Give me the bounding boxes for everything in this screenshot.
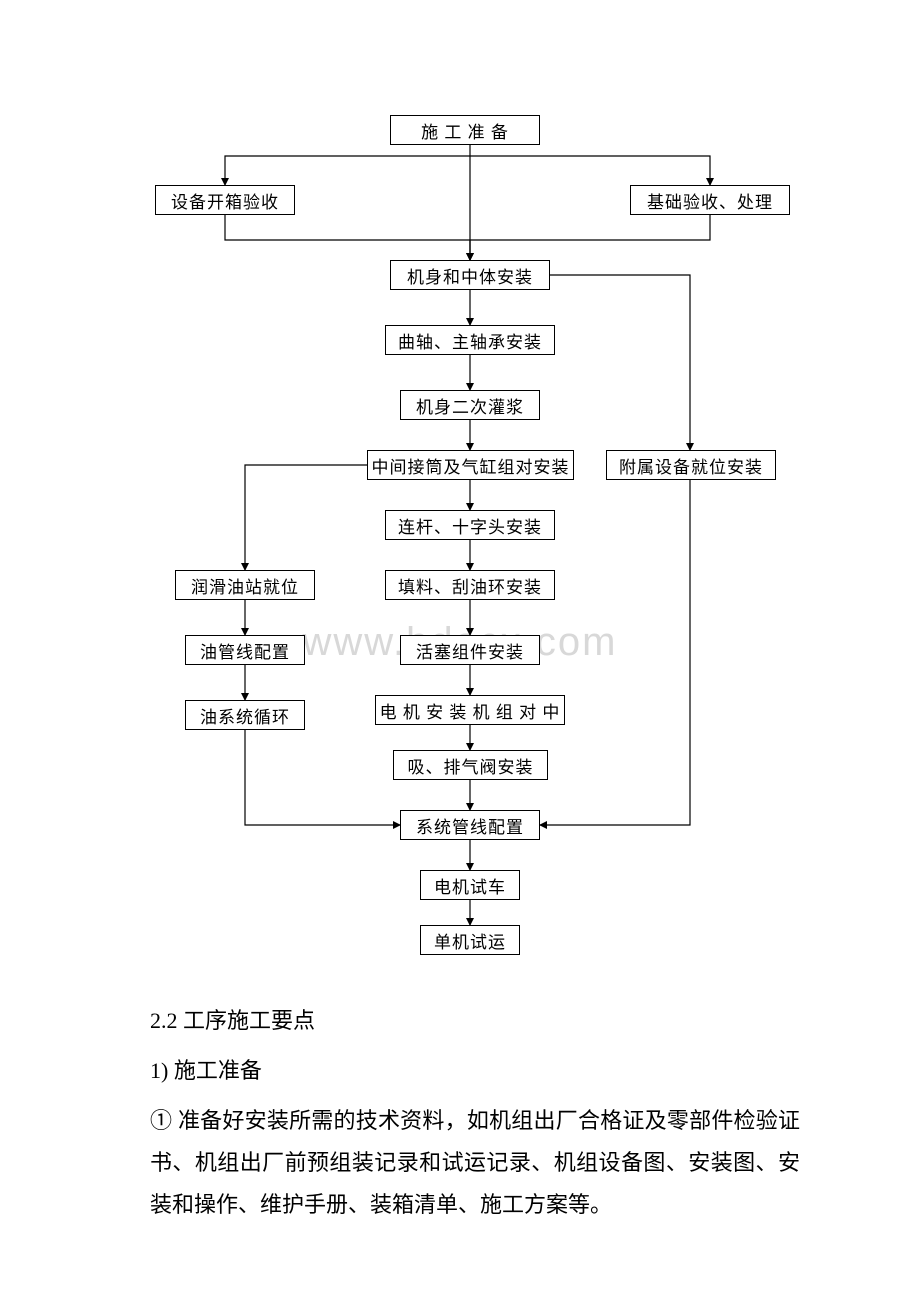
flowchart-edge [540,480,690,825]
flowchart-node: 中间接筒及气缸组对安装 [367,450,574,480]
flowchart-node: 机身二次灌浆 [400,390,540,420]
flowchart-container: 施 工 准 备设备开箱验收 基础验收、处理机身和中体安装曲轴、主轴承安装机身二次灌… [0,100,920,950]
flowchart-edge [550,275,690,450]
flowchart-edge [470,215,710,260]
flowchart-node: 油管线配置 [185,635,305,665]
flowchart-node: 油系统循环 [185,700,305,730]
flowchart-edge [225,156,470,185]
flowchart-edge [470,156,710,185]
flowchart-node: 机身和中体安装 [390,260,550,290]
flowchart-node: 电机试车 [420,870,520,900]
flowchart-node: 单机试运 [420,925,520,955]
flowchart-node: 设备开箱验收 [155,185,295,215]
flowchart-node: 吸、排气阀安装 [393,750,548,780]
flowchart-node: 连杆、十字头安装 [385,510,555,540]
flowchart-edge [245,730,400,825]
flowchart-edge [245,465,367,570]
flowchart-node: 活塞组件安装 [400,635,540,665]
flowchart-node: 润滑油站就位 [175,570,315,600]
list-item-1: 1) 施工准备 [150,1050,800,1092]
flowchart-edge [225,215,470,260]
section-title: 2.2 工序施工要点 [150,1000,800,1042]
flowchart-node: 施 工 准 备 [390,115,540,145]
flowchart-node: 曲轴、主轴承安装 [385,325,555,355]
flowchart-node: 基础验收、处理 [630,185,790,215]
flowchart-node: 电 机 安 装 机 组 对 中 [375,695,565,725]
flowchart-node: 系统管线配置 [400,810,540,840]
paragraph-1: ① 准备好安装所需的技术资料，如机组出厂合格证及零部件检验证书、机组出厂前预组装… [150,1100,800,1225]
flowchart-node: 填料、刮油环安装 [385,570,555,600]
flowchart-node: 附属设备就位安装 [606,450,776,480]
